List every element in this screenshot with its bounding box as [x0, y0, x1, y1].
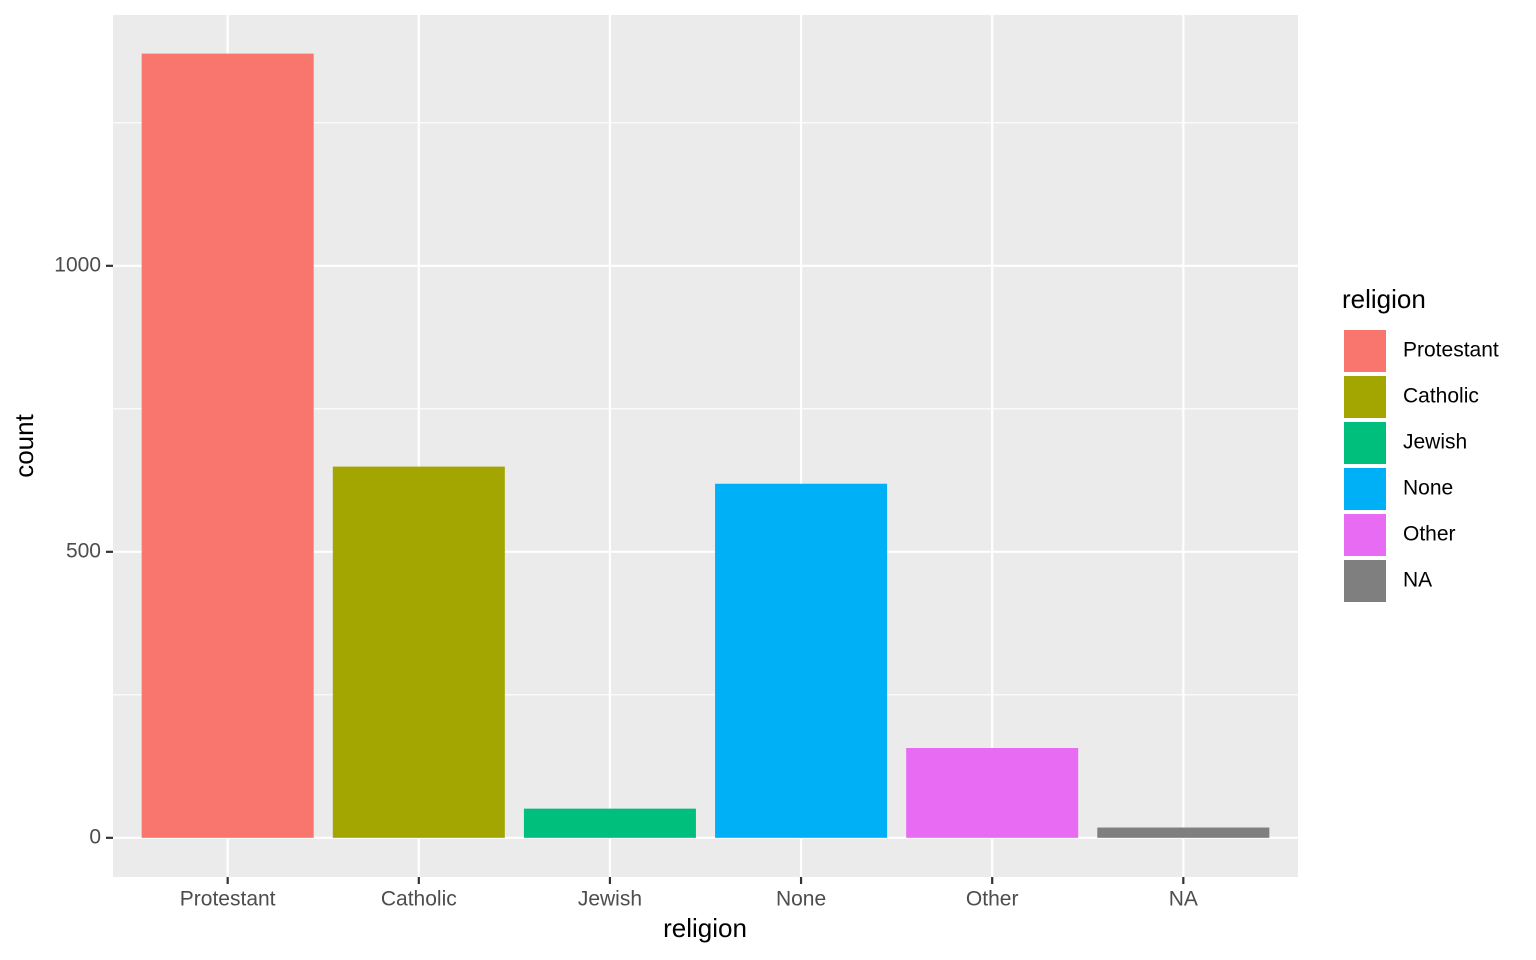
x-tick-label: Catholic: [381, 888, 457, 911]
legend-label: Protestant: [1403, 339, 1499, 362]
legend-label: Catholic: [1403, 385, 1479, 408]
bar: [141, 53, 314, 838]
bar: [715, 483, 888, 838]
y-axis-title: count: [9, 413, 39, 477]
legend-key: [1344, 376, 1386, 418]
x-tick-label: None: [776, 888, 826, 911]
x-tick-label: Jewish: [578, 888, 642, 911]
legend-key: [1344, 468, 1386, 510]
legend-key: [1344, 560, 1386, 602]
x-tick-label: NA: [1169, 888, 1198, 911]
y-tick-label: 0: [89, 825, 101, 848]
legend-key: [1344, 514, 1386, 556]
legend-label: Jewish: [1403, 431, 1467, 454]
legend-key: [1344, 422, 1386, 464]
x-tick-label: Protestant: [180, 888, 276, 911]
bar: [523, 808, 696, 838]
legend-title: religion: [1342, 284, 1426, 314]
bar: [906, 748, 1079, 838]
bar: [332, 466, 505, 838]
legend-label: NA: [1403, 569, 1432, 592]
y-tick-label: 500: [66, 539, 101, 562]
legend-key: [1344, 330, 1386, 372]
legend-label: None: [1403, 477, 1453, 500]
x-tick-label: Other: [966, 888, 1019, 911]
legend-label: Other: [1403, 523, 1456, 546]
x-axis-title: religion: [663, 913, 747, 943]
bar: [1097, 827, 1270, 838]
y-tick-label: 1000: [54, 253, 101, 276]
